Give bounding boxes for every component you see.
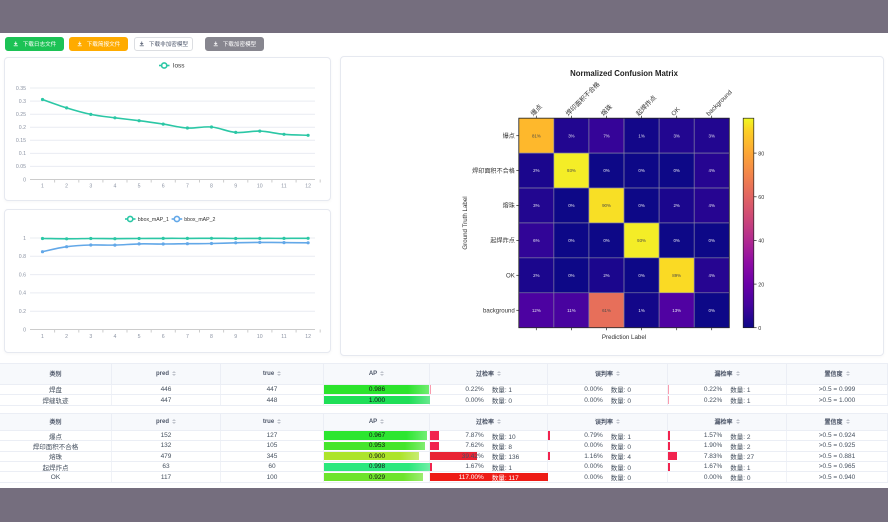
svg-text:0%: 0%	[638, 168, 644, 173]
svg-text:爆点: 爆点	[503, 132, 515, 140]
svg-text:9: 9	[234, 334, 237, 340]
svg-text:0: 0	[23, 327, 26, 333]
svg-text:焊印面积不合格: 焊印面积不合格	[563, 79, 601, 117]
svg-text:6: 6	[162, 334, 165, 340]
svg-text:2%: 2%	[603, 273, 609, 278]
svg-text:40: 40	[758, 239, 764, 245]
svg-text:0.05: 0.05	[16, 164, 26, 170]
svg-text:6: 6	[162, 184, 165, 190]
svg-text:bbox_mAP_1: bbox_mAP_1	[138, 217, 169, 223]
svg-text:7%: 7%	[603, 133, 609, 138]
svg-text:10: 10	[257, 334, 263, 340]
svg-text:3%: 3%	[533, 203, 539, 208]
svg-text:0%: 0%	[638, 273, 644, 278]
svg-text:0.4: 0.4	[19, 291, 26, 297]
svg-text:11%: 11%	[567, 308, 576, 313]
svg-text:80: 80	[758, 151, 764, 157]
svg-text:4: 4	[113, 184, 116, 190]
svg-text:8: 8	[210, 334, 213, 340]
svg-text:0.3: 0.3	[19, 99, 26, 105]
svg-text:OK: OK	[506, 273, 515, 280]
svg-text:0.2: 0.2	[19, 125, 26, 131]
svg-text:loss: loss	[173, 63, 185, 70]
svg-text:3%: 3%	[673, 133, 679, 138]
svg-text:0%: 0%	[568, 238, 574, 243]
svg-text:7: 7	[186, 334, 189, 340]
svg-text:12%: 12%	[532, 308, 541, 313]
svg-text:熔珠: 熔珠	[503, 202, 515, 210]
svg-text:11: 11	[281, 184, 286, 190]
svg-text:3%: 3%	[709, 133, 715, 138]
svg-text:0.15: 0.15	[16, 138, 26, 144]
svg-text:0%: 0%	[673, 238, 679, 243]
svg-text:0.2: 0.2	[19, 309, 26, 315]
svg-text:Prediction Label: Prediction Label	[602, 334, 646, 341]
svg-text:0.1: 0.1	[19, 151, 26, 157]
svg-text:5: 5	[138, 184, 141, 190]
svg-text:4: 4	[113, 334, 116, 340]
svg-text:0.8: 0.8	[19, 254, 26, 260]
svg-text:0%: 0%	[709, 238, 715, 243]
svg-text:2%: 2%	[533, 273, 539, 278]
svg-text:8: 8	[210, 184, 213, 190]
svg-text:4%: 4%	[709, 168, 715, 173]
svg-text:Normalized Confusion Matrix: Normalized Confusion Matrix	[570, 69, 679, 78]
svg-text:2%: 2%	[673, 203, 679, 208]
svg-text:6%: 6%	[533, 238, 539, 243]
svg-text:13%: 13%	[672, 308, 681, 313]
svg-text:93%: 93%	[637, 238, 646, 243]
svg-text:0: 0	[758, 326, 761, 332]
svg-text:0.25: 0.25	[16, 112, 26, 118]
svg-text:background: background	[705, 89, 734, 118]
svg-text:0%: 0%	[568, 203, 574, 208]
svg-text:焊印面积不合格: 焊印面积不合格	[472, 167, 515, 175]
svg-text:1%: 1%	[638, 308, 644, 313]
svg-text:0: 0	[23, 177, 26, 183]
svg-text:12: 12	[305, 184, 311, 190]
svg-text:4%: 4%	[709, 273, 715, 278]
svg-text:2%: 2%	[533, 168, 539, 173]
svg-text:60: 60	[758, 195, 764, 201]
svg-text:7: 7	[186, 184, 189, 190]
svg-text:12: 12	[305, 334, 311, 340]
svg-text:0%: 0%	[603, 168, 609, 173]
svg-text:background: background	[483, 308, 515, 315]
svg-text:2: 2	[65, 334, 68, 340]
svg-text:bbox_mAP_2: bbox_mAP_2	[184, 217, 215, 223]
svg-text:93%: 93%	[567, 168, 576, 173]
svg-text:89%: 89%	[672, 273, 681, 278]
svg-text:0%: 0%	[709, 308, 715, 313]
svg-text:0%: 0%	[673, 168, 679, 173]
svg-text:3: 3	[89, 334, 92, 340]
svg-text:0%: 0%	[603, 238, 609, 243]
svg-text:0%: 0%	[568, 273, 574, 278]
svg-text:61%: 61%	[602, 308, 611, 313]
svg-text:0.35: 0.35	[16, 86, 26, 92]
svg-text:9: 9	[234, 184, 237, 190]
svg-text:OK: OK	[670, 106, 682, 118]
svg-text:1%: 1%	[638, 133, 644, 138]
svg-text:5: 5	[138, 334, 141, 340]
svg-text:Ground Truth Label: Ground Truth Label	[462, 196, 469, 249]
svg-text:81%: 81%	[532, 133, 541, 138]
svg-text:起焊炸点: 起焊炸点	[634, 93, 659, 118]
svg-text:0.6: 0.6	[19, 272, 26, 278]
svg-text:3%: 3%	[568, 133, 574, 138]
svg-text:1: 1	[41, 184, 44, 190]
svg-text:1: 1	[41, 334, 44, 340]
svg-text:20: 20	[758, 282, 764, 288]
svg-text:4%: 4%	[709, 203, 715, 208]
svg-text:熔珠: 熔珠	[599, 102, 615, 118]
svg-text:90%: 90%	[602, 203, 611, 208]
svg-text:爆点: 爆点	[528, 102, 544, 118]
svg-text:1: 1	[23, 236, 26, 242]
svg-text:2: 2	[65, 184, 68, 190]
svg-text:3: 3	[89, 184, 92, 190]
svg-text:11: 11	[281, 334, 286, 340]
svg-text:10: 10	[257, 184, 263, 190]
svg-text:0%: 0%	[638, 203, 644, 208]
svg-text:起焊炸点: 起焊炸点	[490, 237, 514, 245]
